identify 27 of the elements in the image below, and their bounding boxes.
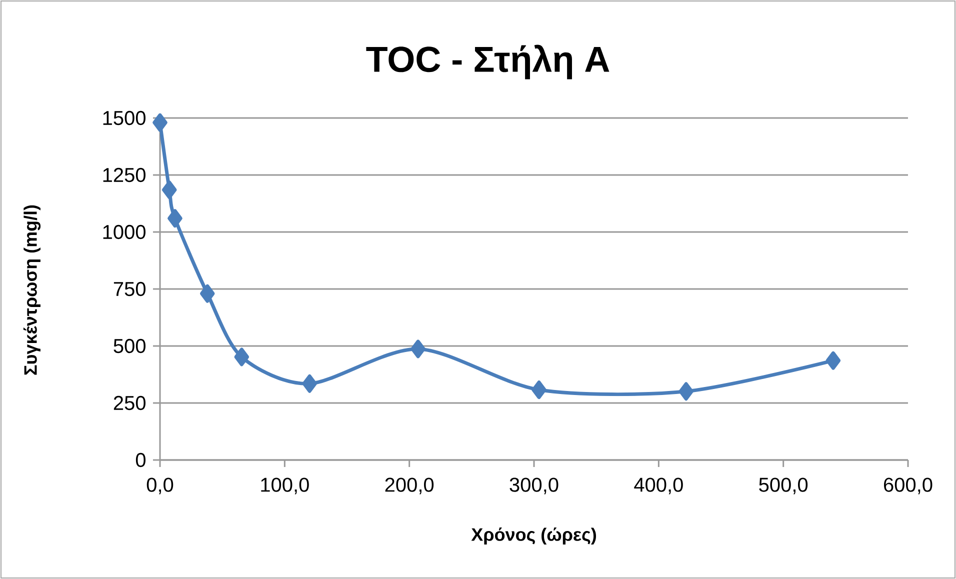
x-tick-label: 100,0 bbox=[261, 478, 309, 494]
point bbox=[532, 380, 546, 400]
point bbox=[152, 113, 168, 132]
point bbox=[302, 374, 317, 393]
y-tick-label: 1250 bbox=[103, 168, 146, 182]
y-tick-label: 750 bbox=[114, 282, 146, 296]
x-axis-title: Χρόνος (ώρες) bbox=[471, 528, 596, 544]
point bbox=[234, 348, 250, 366]
x-tick-label: 400,0 bbox=[634, 478, 683, 494]
chart-title: TOC - Στήλη Α bbox=[366, 44, 610, 80]
point bbox=[678, 382, 694, 401]
y-tick-label: 1000 bbox=[103, 224, 146, 240]
point bbox=[168, 209, 182, 228]
x-tick-label: 500,0 bbox=[759, 478, 808, 494]
y-tick-label: 250 bbox=[114, 396, 146, 410]
x-tick-label: 300,0 bbox=[510, 478, 558, 494]
x-tick-label: 200,0 bbox=[385, 478, 434, 494]
x-tick-label: 600,0 bbox=[884, 478, 932, 494]
point bbox=[826, 351, 841, 370]
y-axis-title: Συγκέντρωση (mg/l) bbox=[23, 205, 41, 375]
x-tick-label: 0,0 bbox=[146, 478, 174, 494]
point bbox=[410, 340, 426, 358]
y-tick-label: 0 bbox=[136, 452, 146, 468]
point bbox=[162, 180, 177, 200]
y-tick-label: 500 bbox=[114, 338, 146, 354]
point bbox=[200, 284, 215, 303]
y-tick-label: 1500 bbox=[103, 110, 146, 126]
